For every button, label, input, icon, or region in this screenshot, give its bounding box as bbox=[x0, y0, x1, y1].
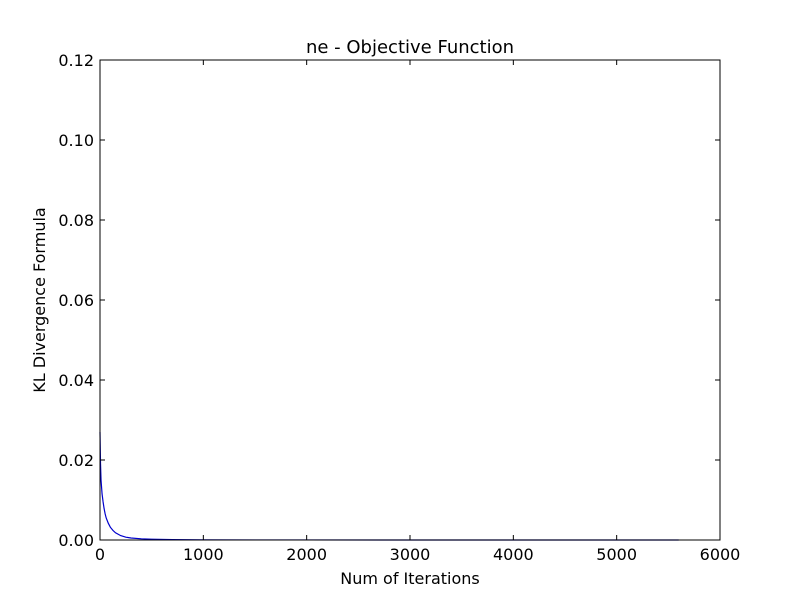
y-tick-label: 0.04 bbox=[58, 371, 94, 390]
y-tick-label: 0.08 bbox=[58, 211, 94, 230]
y-tick-label: 0.12 bbox=[58, 51, 94, 70]
y-tick-label: 0.02 bbox=[58, 451, 94, 470]
series-line-1 bbox=[99, 431, 679, 541]
x-tick-label: 0 bbox=[95, 545, 105, 564]
y-axis-label: KL Divergence Formula bbox=[30, 207, 49, 392]
x-tick-label: 3000 bbox=[390, 545, 431, 564]
x-tick-label: 6000 bbox=[700, 545, 741, 564]
series-layer bbox=[99, 431, 679, 541]
x-tick-label: 4000 bbox=[493, 545, 534, 564]
x-tick-label: 2000 bbox=[286, 545, 327, 564]
y-tick-label: 0.10 bbox=[58, 131, 94, 150]
x-tick-label: 5000 bbox=[596, 545, 637, 564]
x-tick-label: 1000 bbox=[183, 545, 224, 564]
ticks-layer: 0 1000 2000 3000 4000 5000 6000 0.00 0.02 0.04 0.0… bbox=[58, 51, 740, 564]
y-tick-label: 0.00 bbox=[58, 531, 94, 550]
plot-frame bbox=[99, 59, 721, 541]
chart-title: ne - Objective Function bbox=[306, 37, 514, 58]
y-tick-label: 0.06 bbox=[58, 291, 94, 310]
x-axis-label: Num of Iterations bbox=[340, 569, 480, 588]
